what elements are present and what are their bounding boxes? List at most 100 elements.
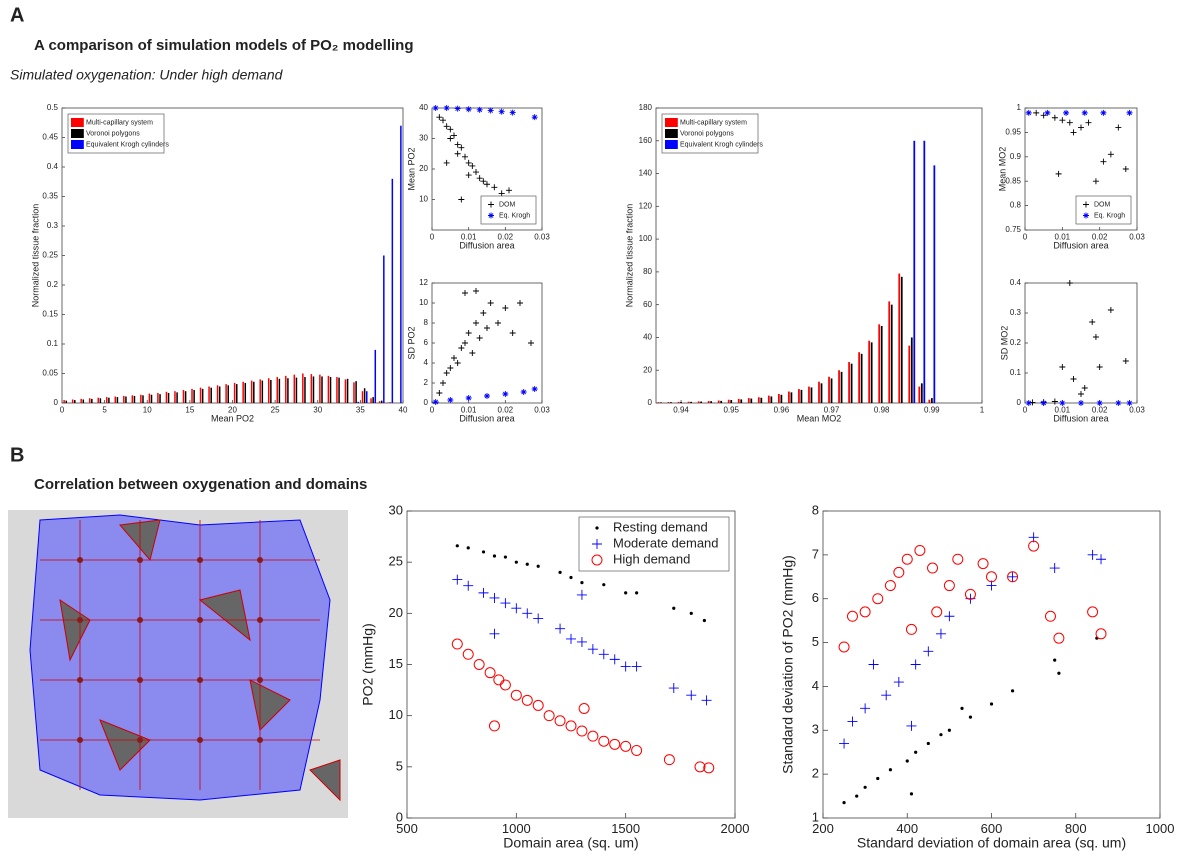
panel-title: Correlation between oxygenation and doma… (34, 476, 367, 493)
marker (484, 181, 490, 188)
marker (668, 683, 679, 694)
bar (840, 371, 843, 403)
y-tick-label: 20 (643, 365, 652, 374)
legend-swatch (71, 140, 84, 149)
x-tick-label: 0.02 (498, 405, 514, 414)
x-tick-label: 1500 (611, 821, 640, 836)
y-tick-label: 25 (389, 554, 403, 569)
marker (555, 623, 566, 634)
bar (91, 398, 93, 403)
marker (465, 106, 472, 113)
marker (491, 184, 498, 191)
y-tick-label: 0.05 (42, 369, 58, 378)
domain-diagram (8, 510, 348, 818)
marker (447, 135, 454, 142)
bar (244, 382, 247, 403)
legend-label: Voronoi polygons (680, 130, 734, 137)
marker (905, 759, 909, 763)
y-tick-label: 0.5 (47, 103, 59, 112)
marker (914, 544, 926, 556)
y-tick-label: 140 (639, 169, 653, 178)
marker (558, 570, 562, 575)
bar (750, 398, 753, 403)
marker (1100, 158, 1107, 165)
y-tick-label: 100 (639, 234, 653, 243)
marker (465, 330, 472, 336)
bar (97, 397, 99, 403)
marker (531, 386, 538, 392)
plot-area (822, 510, 1161, 819)
y-tick-label: 160 (639, 136, 653, 145)
marker (876, 776, 880, 781)
marker (500, 598, 511, 609)
y-tick-label: 0 (1017, 398, 1022, 407)
y-axis-label: Mean PO2 (406, 147, 416, 190)
marker (1083, 201, 1089, 208)
marker (1100, 109, 1107, 116)
y-tick-label: 0.95 (1005, 128, 1021, 137)
marker (528, 340, 534, 346)
x-tick-label: 20 (228, 405, 237, 414)
marker (488, 212, 494, 219)
x-tick-label: 1000 (502, 821, 531, 836)
legend-box (1075, 195, 1132, 225)
marker (447, 365, 454, 371)
marker (1096, 554, 1107, 565)
legend-label: DOM (1094, 201, 1111, 208)
marker (964, 588, 976, 600)
bar (199, 387, 202, 403)
marker (578, 703, 590, 715)
marker (702, 618, 706, 623)
marker (631, 744, 643, 756)
marker (492, 554, 497, 558)
marker (944, 611, 955, 622)
y-tick-label: 120 (639, 201, 653, 210)
marker (506, 187, 512, 194)
marker (1063, 109, 1070, 116)
bar (378, 401, 381, 403)
y-tick-label: 5 (396, 758, 403, 773)
marker (451, 355, 457, 361)
x-tick-label: 5 (102, 405, 107, 414)
x-tick-label: 1000 (1146, 821, 1175, 836)
bar (99, 398, 102, 403)
bar (319, 374, 321, 403)
marker (888, 768, 893, 772)
bar (123, 395, 125, 403)
bar (88, 398, 91, 403)
marker (480, 310, 487, 316)
marker (587, 644, 598, 655)
marker (1007, 571, 1018, 582)
marker (620, 740, 632, 752)
y-tick-label: 6 (812, 590, 819, 605)
marker (489, 628, 500, 639)
bar (302, 373, 304, 403)
marker (1122, 166, 1129, 172)
bar (913, 140, 916, 403)
marker (1033, 109, 1040, 116)
y-tick-label: 20 (419, 164, 428, 173)
marker (591, 554, 603, 566)
bar (757, 397, 760, 403)
marker (476, 106, 483, 113)
bar (140, 394, 142, 403)
marker (1096, 364, 1103, 370)
marker (1059, 400, 1066, 406)
marker (905, 623, 917, 635)
marker (893, 677, 904, 688)
bar (253, 381, 255, 403)
marker (1040, 112, 1047, 119)
marker (436, 390, 443, 396)
x-tick-label: 15 (185, 405, 194, 414)
marker (863, 785, 867, 789)
marker (454, 105, 461, 112)
marker (576, 636, 587, 647)
marker (462, 648, 474, 660)
marker (484, 667, 496, 679)
marker (451, 132, 457, 139)
bar (697, 401, 700, 403)
marker (432, 105, 439, 111)
x-tick-label: 1 (980, 405, 985, 414)
marker (440, 117, 446, 124)
x-tick-label: 0.01 (1055, 232, 1071, 241)
